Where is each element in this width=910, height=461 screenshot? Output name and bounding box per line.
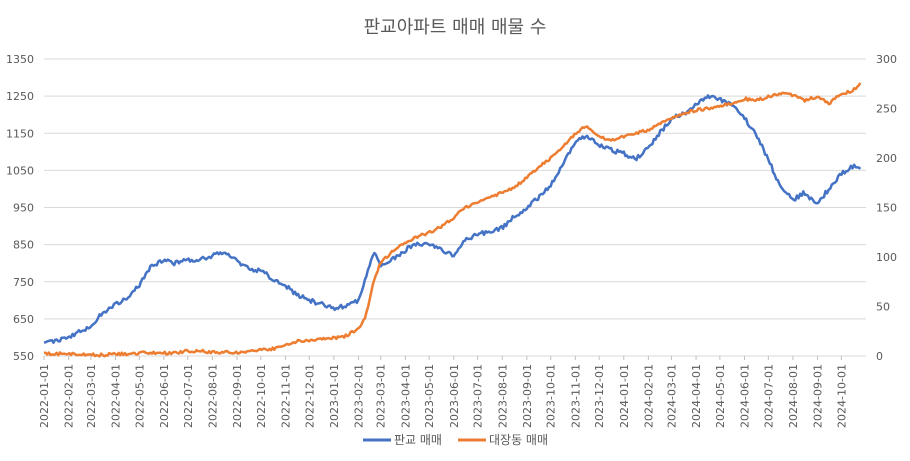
x-tick-label: 2024-08-01 — [787, 364, 800, 428]
series-line-2 — [43, 82, 862, 358]
legend-label-series-2: 대장동 매매 — [489, 433, 548, 447]
right-tick-label: 200 — [876, 152, 897, 165]
x-tick-label: 2022-03-01 — [85, 364, 98, 428]
x-tick-label: 2023-06-01 — [448, 364, 461, 428]
x-tick-label: 2022-01-01 — [38, 364, 51, 428]
right-y-axis: 0 50 100 150 200 250 300 — [876, 53, 897, 363]
x-tick-label: 2022-02-01 — [63, 364, 76, 428]
x-tick-label: 2023-08-01 — [496, 364, 509, 428]
x-tick-label: 2023-07-01 — [472, 364, 485, 428]
series-line-1 — [43, 94, 862, 344]
x-tick-label: 2022-05-01 — [133, 364, 146, 428]
x-tick-label: 2023-11-01 — [569, 364, 582, 428]
x-tick-label: 2023-09-01 — [521, 364, 534, 428]
x-tick-label: 2023-05-01 — [423, 364, 436, 428]
x-tick-label: 2024-04-01 — [690, 364, 703, 428]
x-tick-label: 2024-02-01 — [642, 364, 655, 428]
x-tick-label: 2024-03-01 — [665, 364, 678, 428]
left-y-axis: 550 650 750 850 950 1050 1150 1250 1350 — [6, 53, 34, 363]
x-axis: 2022-01-01 2022-02-01 2022-03-01 2022-04-01… — [38, 355, 866, 428]
series-lines — [43, 82, 862, 358]
x-tick-label: 2024-06-01 — [738, 364, 751, 428]
chart-title: 판교아파트 매매 매물 수 — [364, 17, 547, 38]
left-tick-label: 1050 — [6, 164, 34, 177]
x-tick-label: 2024-05-01 — [714, 364, 727, 428]
gridlines — [44, 58, 866, 357]
legend: 판교 매매 대장동 매매 — [363, 433, 548, 447]
right-tick-label: 100 — [876, 251, 897, 264]
x-tick-label: 2024-10-01 — [835, 364, 848, 428]
x-tick-label: 2023-10-01 — [545, 364, 558, 428]
left-tick-label: 1150 — [6, 127, 34, 140]
x-tick-label: 2023-12-01 — [593, 364, 606, 428]
right-tick-label: 0 — [876, 350, 883, 363]
x-tick-label: 2023-01-01 — [328, 364, 341, 428]
x-tick-label: 2022-10-01 — [255, 364, 268, 428]
x-tick-label: 2022-12-01 — [303, 364, 316, 428]
x-tick-label: 2022-07-01 — [182, 364, 195, 428]
left-tick-label: 950 — [13, 202, 34, 215]
x-tick-label: 2023-02-01 — [353, 364, 366, 428]
x-tick-label: 2023-04-01 — [399, 364, 412, 428]
left-tick-label: 1350 — [6, 53, 34, 66]
x-tick-label: 2022-11-01 — [279, 364, 292, 428]
right-tick-label: 150 — [876, 202, 897, 215]
left-tick-label: 850 — [13, 239, 34, 252]
x-tick-label: 2024-01-01 — [618, 364, 631, 428]
x-tick-label: 2022-06-01 — [158, 364, 171, 428]
x-tick-label: 2022-04-01 — [109, 364, 122, 428]
right-tick-label: 50 — [876, 301, 890, 314]
x-tick-label: 2022-09-01 — [231, 364, 244, 428]
x-tick-label: 2023-03-01 — [375, 364, 388, 428]
legend-label-series-1: 판교 매매 — [394, 433, 442, 447]
x-tick-label: 2022-08-01 — [206, 364, 219, 428]
x-tick-label: 2024-09-01 — [812, 364, 825, 428]
x-tick-label: 2024-07-01 — [762, 364, 775, 428]
left-tick-label: 1250 — [6, 90, 34, 103]
left-tick-label: 650 — [13, 313, 34, 326]
left-tick-label: 550 — [13, 350, 34, 363]
right-tick-label: 250 — [876, 103, 897, 116]
right-tick-label: 300 — [876, 53, 897, 66]
left-tick-label: 750 — [13, 276, 34, 289]
